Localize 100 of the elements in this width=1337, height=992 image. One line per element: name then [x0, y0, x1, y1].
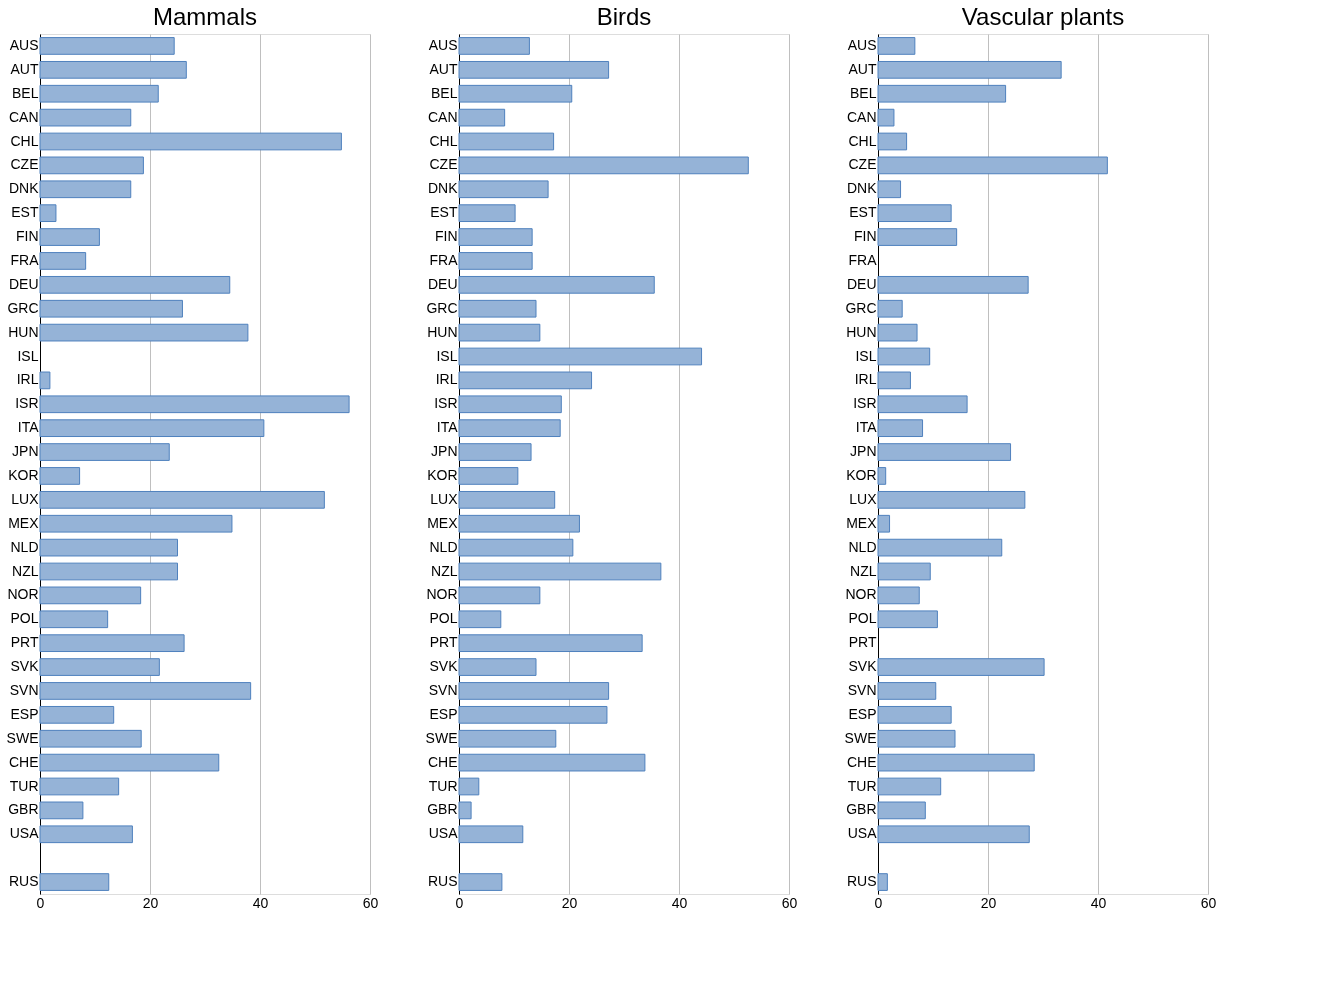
- y-tick-label: GBR: [846, 801, 877, 818]
- bar: [877, 443, 1012, 461]
- y-tick-label: HUN: [427, 323, 458, 340]
- y-tick-label: FRA: [848, 251, 878, 268]
- bar: [458, 395, 562, 414]
- y-tick-label: IRL: [854, 371, 877, 388]
- y-tick-label: TUR: [428, 777, 458, 794]
- bar: [458, 132, 555, 151]
- bar: [458, 180, 549, 199]
- bar: [39, 252, 87, 270]
- bar: [39, 60, 187, 79]
- bar: [39, 705, 115, 724]
- bar: [877, 395, 968, 414]
- bar: [39, 323, 249, 342]
- y-tick-label: CZE: [429, 156, 458, 173]
- y-tick-label: DEU: [846, 275, 877, 292]
- y-tick-label: HUN: [8, 323, 39, 340]
- bar: [877, 825, 1030, 844]
- y-tick-label: KOR: [846, 466, 877, 483]
- bar: [458, 825, 524, 844]
- y-tick-label: FIN: [853, 228, 877, 245]
- y-tick-label: GBR: [427, 801, 458, 818]
- y-tick-label: PRT: [10, 634, 39, 651]
- x-tick-label: 40: [1090, 894, 1107, 911]
- y-tick-label: NLD: [10, 538, 39, 555]
- bar: [39, 275, 231, 294]
- bar: [458, 729, 557, 748]
- bar: [877, 538, 1003, 557]
- y-tick-label: ESP: [848, 705, 877, 722]
- y-tick-label: AUS: [847, 36, 877, 53]
- y-tick-label: AUS: [428, 36, 458, 53]
- y-tick-label: CHL: [429, 132, 458, 149]
- y-tick-label: HUN: [846, 323, 877, 340]
- y-tick-label: FIN: [434, 228, 458, 245]
- y-tick-label: BEL: [12, 84, 39, 101]
- bar: [877, 323, 918, 342]
- x-tick-label: 40: [252, 894, 269, 911]
- bar: [458, 228, 533, 246]
- y-tick-label: POL: [848, 610, 877, 627]
- y-tick-label: SVK: [10, 658, 40, 675]
- bar: [458, 84, 573, 103]
- bar: [877, 467, 887, 485]
- bar: [458, 634, 643, 653]
- bar: [39, 586, 142, 605]
- bar: [877, 108, 895, 127]
- bar: [39, 634, 185, 653]
- bar: [458, 443, 532, 461]
- chart-title: Vascular plants: [961, 3, 1125, 30]
- y-tick-label: LUX: [849, 490, 878, 507]
- bar: [877, 682, 937, 700]
- bar: [877, 180, 902, 199]
- y-tick-label: DEU: [8, 275, 39, 292]
- y-tick-label: DNK: [427, 180, 459, 197]
- y-tick-label: SVK: [429, 658, 459, 675]
- bar: [39, 825, 133, 844]
- y-tick-label: CAN: [846, 108, 877, 125]
- bar: [877, 132, 908, 151]
- y-tick-label: NOR: [845, 586, 877, 603]
- y-tick-label: ISL: [17, 347, 39, 364]
- y-tick-label: GBR: [8, 801, 39, 818]
- bar: [458, 156, 749, 175]
- y-tick-label: CHE: [846, 753, 877, 770]
- x-tick-label: 0: [874, 894, 883, 911]
- y-tick-label: ITA: [436, 419, 459, 436]
- bar: [458, 252, 533, 270]
- bar: [458, 658, 537, 676]
- bar: [877, 729, 956, 748]
- y-tick-label: KOR: [427, 466, 458, 483]
- bar: [39, 108, 132, 127]
- bar: [877, 299, 903, 318]
- bar: [877, 705, 952, 724]
- bar: [877, 490, 1026, 509]
- bar: [877, 801, 926, 820]
- y-tick-label: PRT: [429, 634, 458, 651]
- x-tick-label: 20: [561, 894, 578, 911]
- y-tick-label: ESP: [429, 705, 458, 722]
- y-tick-label: NLD: [429, 538, 458, 555]
- bar: [39, 658, 160, 676]
- y-tick-label: NLD: [848, 538, 877, 555]
- bar: [458, 323, 541, 342]
- bar: [458, 610, 502, 629]
- bar: [458, 753, 646, 772]
- y-tick-label: USA: [428, 825, 459, 842]
- bar: [877, 562, 931, 581]
- y-tick-label: ITA: [855, 419, 878, 436]
- y-tick-label: CHE: [8, 753, 39, 770]
- bar: [39, 610, 109, 629]
- bar: [877, 658, 1045, 676]
- y-tick-label: FRA: [10, 251, 40, 268]
- y-tick-label: ITA: [17, 419, 40, 436]
- bar: [458, 873, 503, 891]
- y-tick-label: CHL: [848, 132, 877, 149]
- bar: [458, 467, 519, 485]
- y-tick-label: AUT: [10, 60, 39, 77]
- y-tick-label: EST: [11, 204, 39, 221]
- y-tick-label: KOR: [8, 466, 39, 483]
- y-tick-label: MEX: [846, 514, 878, 531]
- bar: [39, 873, 110, 891]
- bar: [458, 777, 480, 796]
- bar: [39, 84, 159, 103]
